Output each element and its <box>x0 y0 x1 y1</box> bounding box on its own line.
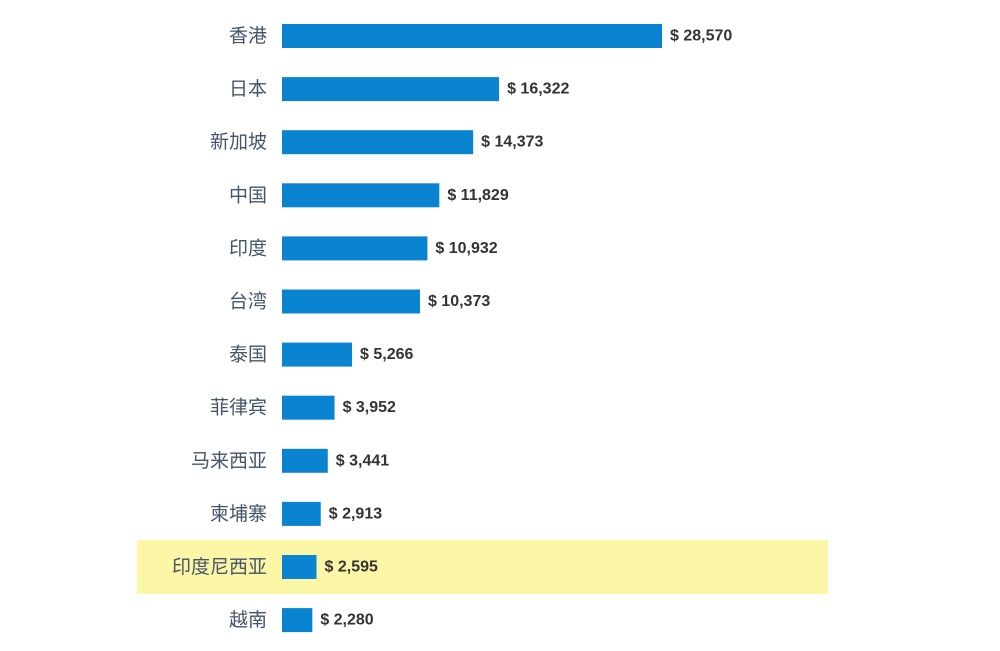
value-label-5: $ 10,373 <box>428 293 490 310</box>
category-label-5: 台湾 <box>229 291 267 313</box>
category-label-0: 香港 <box>229 25 267 47</box>
value-label-2: $ 14,373 <box>481 134 543 151</box>
bar-2 <box>282 130 474 155</box>
value-label-4: $ 10,932 <box>435 240 497 257</box>
bar-1 <box>282 77 500 102</box>
category-label-8: 马来西亚 <box>191 450 267 472</box>
category-label-2: 新加坡 <box>210 131 267 153</box>
value-label-8: $ 3,441 <box>336 452 389 469</box>
category-label-6: 泰国 <box>229 344 267 366</box>
value-label-11: $ 2,280 <box>320 612 373 629</box>
value-label-9: $ 2,913 <box>329 505 382 522</box>
bar-0 <box>282 24 662 48</box>
bar-5 <box>282 289 420 314</box>
value-label-3: $ 11,829 <box>447 187 509 204</box>
bar-11 <box>282 608 313 633</box>
bar-8 <box>282 448 328 473</box>
category-label-11: 越南 <box>229 609 267 631</box>
bar-10 <box>282 555 317 579</box>
value-label-6: $ 5,266 <box>360 346 413 363</box>
value-label-7: $ 3,952 <box>343 399 396 416</box>
category-label-7: 菲律宾 <box>210 397 267 419</box>
category-label-3: 中国 <box>229 184 267 206</box>
bar-3 <box>282 183 440 208</box>
bar-7 <box>282 395 335 420</box>
value-label-0: $ 28,570 <box>670 28 732 45</box>
category-label-10: 印度尼西亚 <box>172 556 267 578</box>
value-label-1: $ 16,322 <box>507 81 569 98</box>
bar-4 <box>282 236 428 261</box>
highlight-band <box>137 540 828 594</box>
bar-9 <box>282 501 321 526</box>
category-label-9: 柬埔寨 <box>210 503 267 525</box>
bar-6 <box>282 342 353 367</box>
category-label-4: 印度 <box>229 237 267 259</box>
value-label-10: $ 2,595 <box>325 559 378 576</box>
category-label-1: 日本 <box>229 78 267 100</box>
